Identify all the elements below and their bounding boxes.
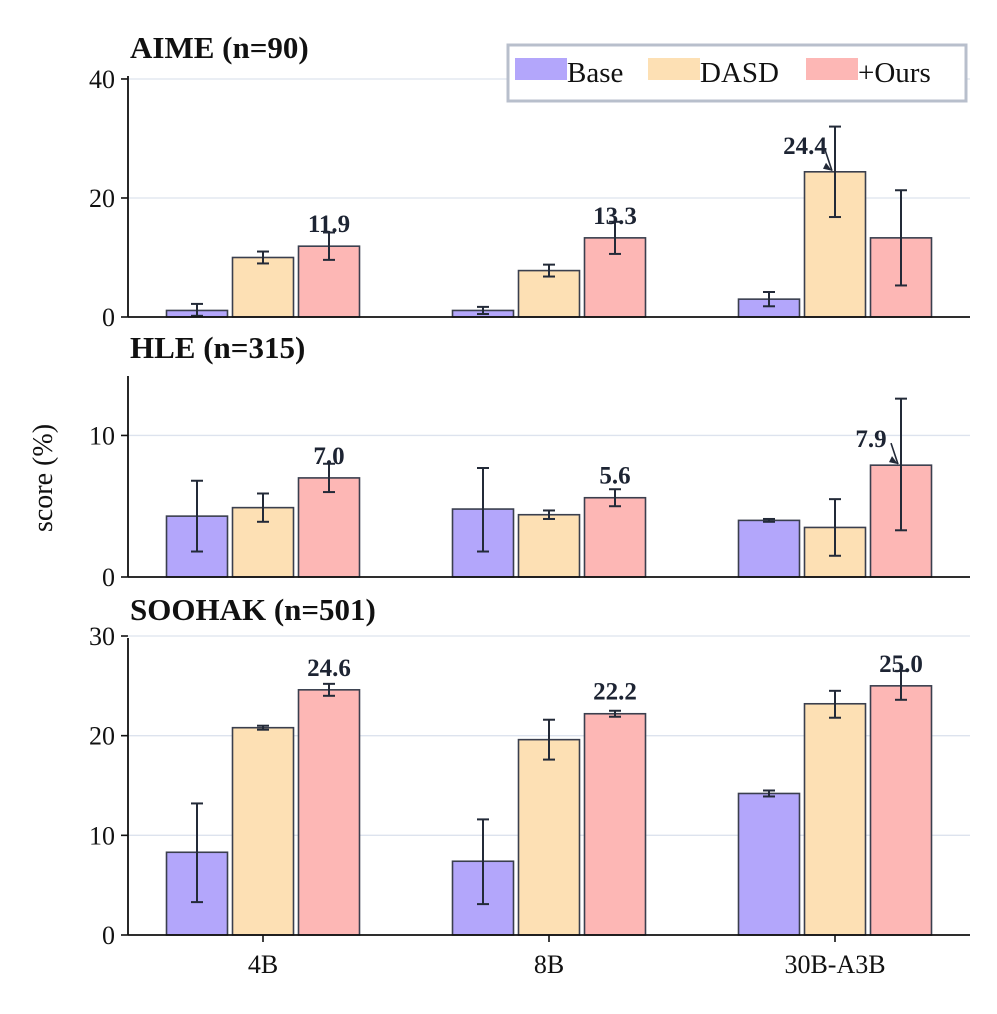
- bar-dasd: [517, 513, 581, 578]
- y-tick-label: 10: [89, 421, 115, 450]
- data-label: 22.2: [593, 679, 637, 706]
- bar-base: [737, 792, 801, 936]
- panel-title: HLE (n=315): [130, 330, 305, 365]
- data-label: 7.0: [313, 443, 344, 470]
- data-label: 11.9: [308, 211, 350, 238]
- bar-base: [737, 519, 801, 578]
- bar-dasd: [803, 702, 867, 936]
- bar-plus-ours: [583, 712, 647, 936]
- y-tick-label: 0: [102, 303, 115, 332]
- x-tick-label: 8B: [534, 950, 564, 979]
- data-label: 24.6: [307, 655, 351, 682]
- legend-entry: +Ours: [858, 57, 931, 89]
- bar-dasd: [517, 269, 581, 318]
- panel-title: AIME (n=90): [130, 30, 309, 65]
- y-axis-label: score (%): [28, 424, 59, 532]
- y-tick-label: 10: [89, 821, 115, 850]
- bar-plus-ours: [583, 496, 647, 578]
- y-tick-label: 20: [89, 184, 115, 213]
- data-label: 5.6: [599, 463, 630, 490]
- annotation-arrowhead: [889, 456, 898, 465]
- y-tick-label: 20: [89, 722, 115, 751]
- y-tick-label: 30: [89, 622, 115, 651]
- y-tick-label: 40: [89, 65, 115, 94]
- annotation-arrow: [890, 442, 899, 465]
- annotation-arrowhead: [823, 162, 832, 171]
- data-label: 25.0: [879, 651, 923, 678]
- data-label: 24.4: [783, 133, 827, 160]
- x-tick-label: 4B: [248, 950, 278, 979]
- legend-box: [506, 43, 968, 103]
- annotation-arrow: [824, 149, 833, 172]
- data-label: 7.9: [855, 426, 886, 453]
- legend-entry: DASD: [700, 57, 779, 89]
- y-tick-label: 0: [102, 563, 115, 592]
- panel-title: SOOHAK (n=501): [130, 592, 376, 627]
- legend-swatch-plus-ours: [806, 58, 858, 80]
- y-tick-label: 0: [102, 921, 115, 950]
- data-label: 13.3: [593, 203, 637, 230]
- bar-dasd: [231, 726, 295, 936]
- bar-plus-ours: [297, 689, 361, 936]
- x-tick-label: 30B-A3B: [784, 950, 885, 979]
- legend-swatch-base: [515, 58, 567, 80]
- legend-swatch-dasd: [648, 58, 700, 80]
- bar-plus-ours: [869, 685, 933, 936]
- legend-entry: Base: [567, 57, 623, 89]
- bar-dasd: [517, 738, 581, 936]
- bar-dasd: [231, 256, 295, 318]
